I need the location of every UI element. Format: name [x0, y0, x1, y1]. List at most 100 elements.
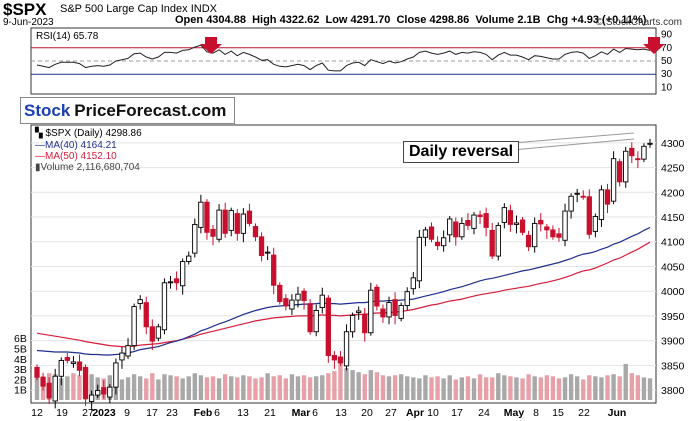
- volume-bar: [411, 377, 416, 400]
- candle-body: [398, 305, 404, 319]
- candle-body: [434, 241, 441, 247]
- high-label: High: [252, 14, 277, 26]
- ticker-name: S&P 500 Large Cap Index: [60, 3, 188, 15]
- candle-body: [252, 225, 259, 238]
- x-axis-label: 15: [552, 407, 564, 419]
- volume-bar: [392, 375, 398, 400]
- candle-body: [368, 289, 374, 334]
- chart-date: 9-Jun-2023: [3, 17, 54, 28]
- candle-body: [204, 201, 210, 233]
- volume-bar: [34, 375, 40, 400]
- x-axis-label: 2023: [92, 407, 116, 419]
- rsi-grid: [31, 47, 656, 75]
- candle-body: [495, 224, 501, 257]
- candlesticks: [34, 138, 653, 411]
- candle-body: [76, 361, 83, 371]
- candle-body: [343, 331, 350, 367]
- candle-body: [234, 213, 240, 234]
- volume-bar: [307, 377, 313, 400]
- x-axis-label: 22: [578, 407, 590, 419]
- candle-body: [155, 326, 162, 339]
- x-axis-label: 23: [166, 407, 178, 419]
- volume-bar: [192, 373, 197, 400]
- volume-bar: [605, 375, 610, 400]
- volume-bar: [198, 375, 204, 400]
- volume-bar: [362, 374, 367, 400]
- volume-bar: [271, 376, 276, 400]
- x-axis-label: 13: [237, 407, 249, 419]
- candle-body: [289, 299, 295, 310]
- candle-body: [307, 303, 313, 333]
- legend-price-text: $SPX (Daily) 4298.86: [45, 128, 142, 139]
- volume-label: Volume: [475, 14, 515, 26]
- volume-tick-label: 5B: [14, 344, 27, 356]
- candle-body: [95, 390, 101, 396]
- volume-bar: [599, 377, 604, 400]
- volume-bar: [593, 376, 598, 400]
- volume-bar: [417, 378, 422, 400]
- candle-body: [459, 222, 465, 238]
- price-tick-label: 4250: [661, 163, 685, 175]
- candle-body: [422, 229, 429, 238]
- volume-tick-label: 3B: [14, 364, 27, 376]
- volume-bar: [137, 376, 143, 400]
- price-tick-label: 4300: [661, 138, 685, 150]
- volume-bar: [235, 377, 240, 400]
- price-tick-label: 4200: [661, 187, 685, 199]
- price-tick-label: 3800: [661, 385, 685, 397]
- candle-body: [604, 189, 611, 205]
- candle-body: [180, 261, 186, 287]
- candle-body: [246, 210, 253, 224]
- volume-bar: [459, 377, 465, 400]
- open-label: Open: [175, 14, 204, 26]
- volume-bar: [131, 374, 137, 400]
- annotation-leader: [511, 132, 635, 144]
- candle-body: [228, 210, 234, 231]
- volume-bar: [368, 370, 373, 400]
- candle-body: [277, 284, 283, 303]
- volume-bar: [180, 378, 185, 400]
- volume-bar: [326, 373, 331, 400]
- volume-bar: [186, 376, 191, 400]
- x-axis-label: 6: [312, 407, 318, 419]
- candle-body: [222, 209, 228, 234]
- candle-body: [544, 226, 550, 231]
- volume-bar: [71, 373, 76, 400]
- candle-body: [173, 278, 180, 284]
- volume-bar: [344, 368, 349, 400]
- x-axis-label: Mar: [292, 407, 311, 419]
- candle-body: [568, 195, 574, 212]
- candle-body: [216, 209, 222, 240]
- candle-body: [52, 375, 58, 402]
- candle-body: [337, 356, 344, 364]
- candle-body: [477, 214, 483, 217]
- volume-bar: [259, 377, 264, 400]
- volume-bar: [289, 374, 295, 400]
- candle-body: [137, 299, 143, 305]
- volume-bar: [253, 378, 258, 400]
- volume-bar: [611, 374, 616, 400]
- candle-body: [580, 195, 586, 198]
- candle-body: [617, 161, 623, 183]
- volume-bar: [465, 376, 471, 400]
- candle-body: [392, 299, 398, 316]
- close-label: Close: [396, 14, 427, 26]
- price-tick-label: 3850: [661, 360, 685, 372]
- x-axis-label: 20: [361, 407, 373, 419]
- volume-bar: [89, 374, 94, 400]
- rsi-tick-labels: 90 70 50 30 10: [661, 30, 673, 94]
- x-axis-label: 27: [385, 407, 397, 419]
- candle-body: [362, 313, 368, 334]
- candle-body: [562, 210, 568, 241]
- candle-body: [161, 282, 168, 331]
- volume-legend-swatch: ▮: [35, 162, 41, 173]
- volume-bar: [556, 378, 562, 400]
- volume-bar: [550, 376, 556, 400]
- volume-bar: [587, 375, 592, 400]
- volume-tick-label: 6B: [14, 333, 27, 345]
- price-tick-labels: 4300 4250 4200 4150 4100 4050 4000 3950 3900 3850…: [661, 138, 685, 397]
- x-axis-label: 13: [335, 407, 347, 419]
- candle-body: [598, 189, 605, 220]
- price-panel: 4300 4250 4200 4150 4100 4050 4000 3950 3900 3850…: [14, 124, 685, 419]
- candle-body: [410, 277, 416, 290]
